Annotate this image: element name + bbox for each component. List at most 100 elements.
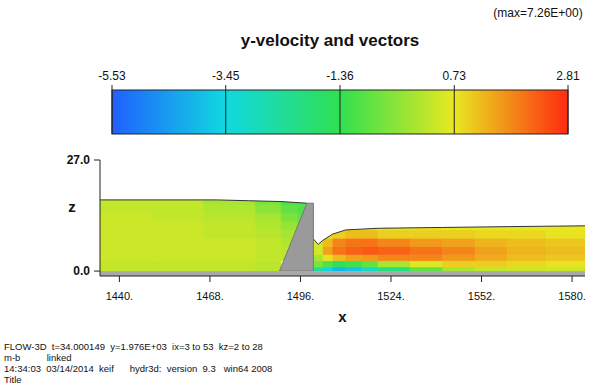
footer-line: 14:34:03 03/14/2014 keif hydr3d: version…	[4, 363, 272, 374]
field-cell	[255, 267, 281, 271]
field-cell	[203, 261, 255, 267]
field-cell	[475, 222, 507, 230]
colorbar-tick-label: -5.53	[98, 69, 126, 83]
field-cell	[323, 255, 333, 261]
field-cell	[507, 230, 546, 238]
field-cell	[346, 267, 362, 271]
x-tick	[209, 276, 210, 282]
field-cell	[333, 267, 346, 271]
field-cell	[346, 230, 362, 238]
field-cell	[507, 267, 546, 271]
title: y-velocity and vectors	[241, 31, 420, 50]
gate	[279, 203, 313, 271]
x-tick-label: 1440.	[106, 290, 134, 302]
field-cell	[152, 205, 204, 213]
field-cell	[546, 230, 585, 238]
colorbar-tick	[112, 85, 113, 90]
field-cell	[255, 213, 281, 221]
plot-area	[100, 197, 585, 276]
field-cell	[255, 261, 281, 267]
colorbar-tick	[225, 90, 226, 134]
field-cell	[281, 197, 297, 205]
field-cell	[313, 267, 323, 271]
field-cell	[378, 267, 410, 271]
field-cell	[100, 197, 152, 205]
field-cell	[475, 230, 507, 238]
field-cell	[255, 246, 281, 254]
colorbar-tick	[454, 90, 455, 134]
field-cell	[378, 238, 410, 246]
colorbar-tick	[568, 90, 569, 134]
field-cell	[152, 230, 204, 238]
figure: y-velocity and vectors (max=7.26E+00) -5.5…	[0, 0, 595, 390]
field-cell	[333, 246, 346, 254]
colorbar-tick	[225, 85, 226, 90]
footer-line: FLOW-3D t=34.000149 y=1.976E+03 ix=3 to …	[4, 341, 263, 352]
field-cell	[410, 238, 442, 246]
field-cell	[346, 222, 362, 230]
field-cell	[507, 261, 546, 267]
field-cell	[362, 230, 378, 238]
field-cell	[203, 246, 255, 254]
field-cell	[100, 222, 152, 230]
field-cell	[203, 230, 255, 238]
x-tick-label: 1496.	[287, 290, 315, 302]
z-tick	[94, 160, 100, 161]
field-cell	[443, 261, 475, 267]
field-cell	[362, 267, 378, 271]
field-cell	[313, 246, 323, 254]
field-cell	[100, 213, 152, 221]
velocity-field	[100, 197, 585, 271]
z-tick	[94, 271, 100, 272]
field-cell	[475, 246, 507, 254]
field-cell	[346, 261, 362, 267]
field-cell	[346, 238, 362, 246]
z-axis	[100, 160, 101, 276]
field-cell	[378, 255, 410, 261]
field-cell	[443, 222, 475, 230]
field-cell	[313, 238, 323, 246]
field-cell	[410, 246, 442, 254]
field-cell	[410, 255, 442, 261]
field-cell	[546, 238, 585, 246]
field-cell	[100, 267, 152, 271]
field-cell	[333, 230, 346, 238]
field-cell	[100, 261, 152, 267]
field-cell	[152, 267, 204, 271]
x-tick-label: 1580.	[558, 290, 586, 302]
subtitle: (max=7.26E+00)	[493, 6, 582, 20]
field-cell	[410, 267, 442, 271]
field-cell	[100, 246, 152, 254]
field-cell	[281, 213, 297, 221]
field-cell	[323, 267, 333, 271]
field-cell	[410, 261, 442, 267]
field-cell	[378, 246, 410, 254]
x-axis	[100, 276, 585, 277]
water-surface	[313, 226, 585, 245]
z-tick-label: 27.0	[67, 153, 91, 167]
colorbar-tick-label: 2.81	[556, 69, 580, 83]
field-cell	[255, 255, 281, 261]
x-tick	[300, 276, 301, 282]
field-cell	[507, 238, 546, 246]
colorbar-tick-label: -3.45	[212, 69, 240, 83]
field-cell	[152, 213, 204, 221]
field-cell	[100, 230, 152, 238]
field-cell	[475, 238, 507, 246]
field-cell	[443, 238, 475, 246]
field-cell	[152, 238, 204, 246]
x-tick	[481, 276, 482, 282]
field-cell	[281, 222, 297, 230]
field-cell	[152, 246, 204, 254]
field-cell	[546, 267, 585, 271]
x-tick	[119, 276, 120, 282]
field-cell	[443, 255, 475, 261]
field-cell	[203, 205, 255, 213]
field-cell	[443, 267, 475, 271]
field-cell	[507, 246, 546, 254]
field-cell	[410, 230, 442, 238]
field-cell	[507, 255, 546, 261]
colorbar-tick-label: -1.36	[326, 69, 354, 83]
field-cell	[546, 246, 585, 254]
z-tick-label: 0.0	[73, 264, 90, 278]
